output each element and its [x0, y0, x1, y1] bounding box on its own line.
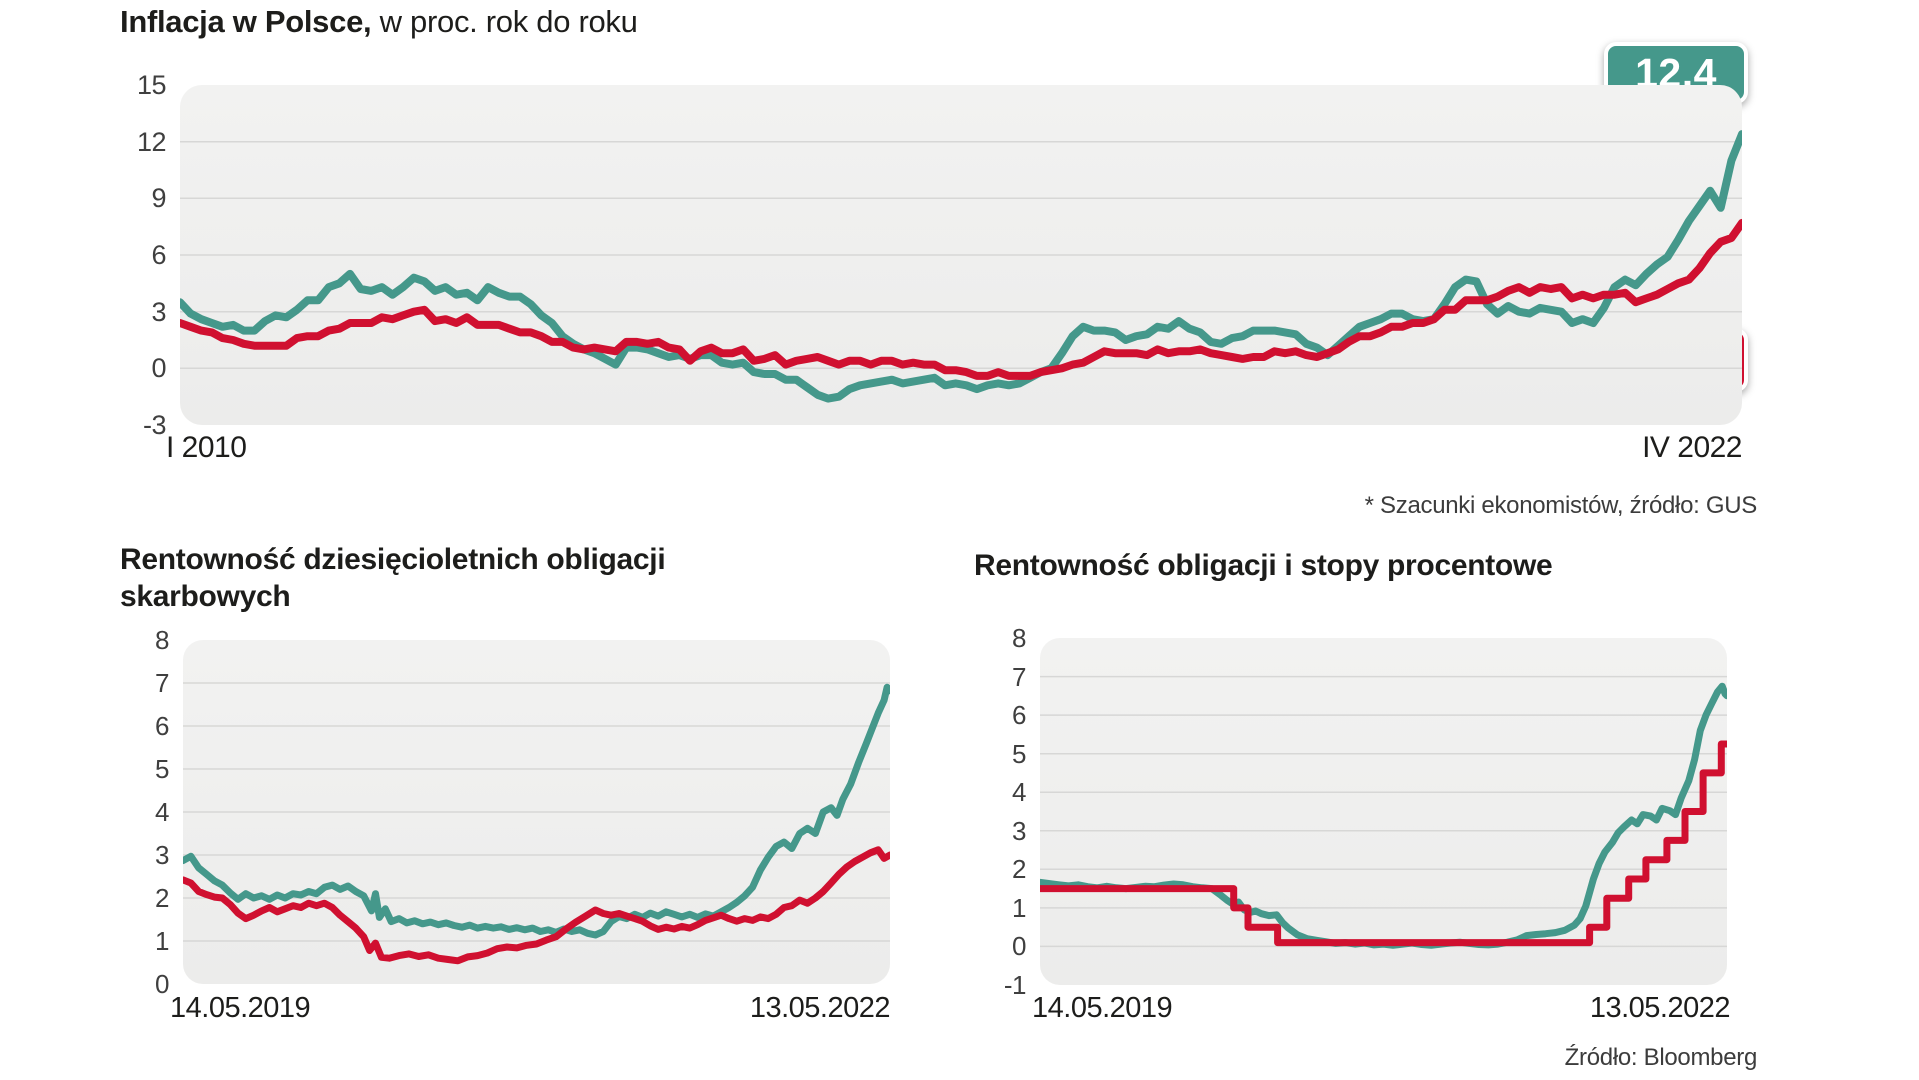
y-tick-label: 12 [136, 126, 167, 157]
plot-area-inflacja-cpi [180, 85, 1742, 425]
series-line-red [180, 218, 1742, 380]
chart1-title: Inflacja w Polsce, w proc. rok do roku [120, 3, 638, 40]
y-tick-label: 3 [1012, 815, 1026, 846]
y-tick-label: 4 [155, 797, 169, 827]
series-line-red [183, 846, 890, 965]
y-tick-label: 4 [1012, 777, 1026, 808]
y-tick-label: -1 [1003, 970, 1027, 1000]
plot-area-rentownosc-10y [183, 640, 890, 984]
y-tick-label: 3 [155, 840, 169, 870]
y-tick-label: 6 [155, 711, 169, 741]
chart1-xaxis-end-label: IV 2022 [1642, 431, 1742, 464]
series-line-teal [180, 130, 1742, 403]
y-tick-label: 3 [151, 296, 166, 327]
y-tick-label: 8 [1012, 623, 1026, 653]
y-tick-label: 2 [1012, 854, 1026, 885]
y-tick-label: 9 [151, 183, 166, 214]
y-tick-label: 0 [151, 353, 166, 384]
chart1-title-bold: Inflacja w Polsce, [120, 4, 372, 39]
y-tick-label: 1 [155, 926, 169, 956]
chart1-footnote: * Szacunki ekonomistów, źródło: GUS [1364, 492, 1758, 519]
chart2-title: Rentowność dziesięcioletnich obligacji s… [120, 543, 666, 613]
chart3-xaxis-start-label: 14.05.2019 [1032, 992, 1173, 1024]
y-tick-label: 2 [155, 883, 169, 913]
y-tick-label: 1 [1012, 892, 1026, 923]
plot-background [1040, 638, 1727, 985]
chart2-xaxis-start-label: 14.05.2019 [170, 992, 311, 1024]
y-tick-label: 6 [151, 240, 166, 270]
chart1-xaxis-start-label: I 2010 [166, 431, 247, 464]
y-tick-label: -3 [142, 410, 167, 440]
series-line-red [1040, 740, 1727, 947]
chart2-xaxis-end-label: 13.05.2022 [749, 992, 891, 1024]
y-tick-label: 0 [155, 969, 169, 999]
y-tick-label: 8 [155, 625, 169, 655]
series-line-teal [183, 683, 890, 939]
plot-area-rentownosc-2y-stopy [1040, 638, 1727, 985]
y-tick-label: 15 [136, 70, 167, 100]
y-tick-label: 0 [1012, 931, 1026, 962]
source-label: Źródło: Bloomberg [1564, 1044, 1758, 1071]
y-tick-label: 6 [1012, 700, 1026, 731]
y-tick-label: 5 [1012, 738, 1026, 769]
chart3-title: Rentowność obligacji i stopy procentowe [974, 549, 1553, 582]
y-tick-label: 7 [155, 668, 169, 698]
chart3-xaxis-end-label: 13.05.2022 [1589, 992, 1731, 1024]
y-tick-label: 5 [155, 754, 169, 784]
chart1-title-subtitle: w proc. rok do roku [371, 4, 638, 39]
y-tick-label: 7 [1012, 661, 1026, 692]
